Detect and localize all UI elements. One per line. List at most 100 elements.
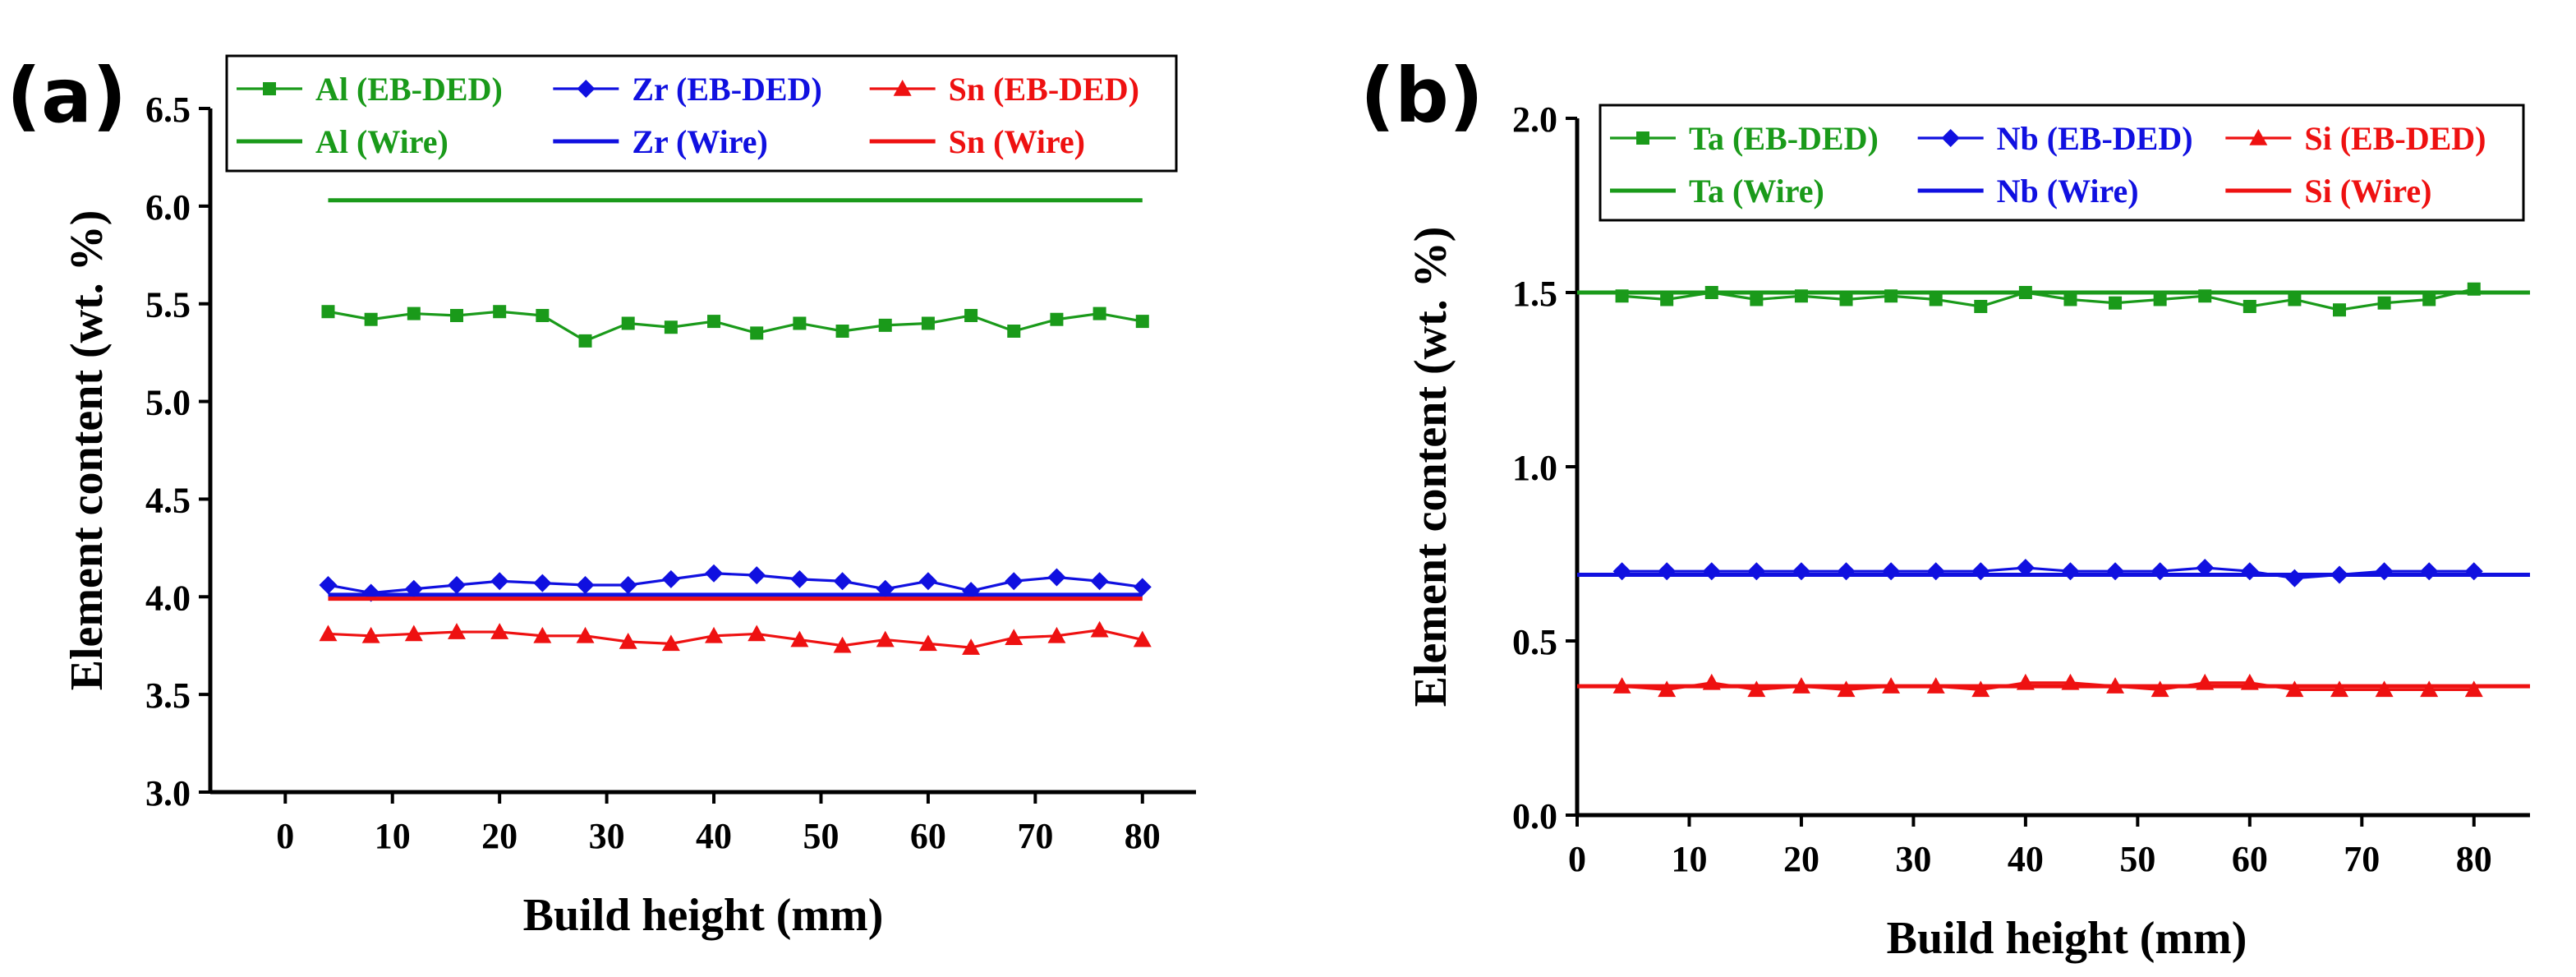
- data-point: [319, 624, 338, 642]
- legend-swatch-marker: [263, 82, 276, 95]
- data-point: [661, 634, 680, 652]
- data-point: [1133, 630, 1152, 647]
- legend-item: Al (Wire): [237, 123, 448, 160]
- data-point: [790, 630, 809, 647]
- data-point: [1971, 562, 1990, 581]
- data-point: [404, 624, 423, 642]
- y-tick-label: 0.0: [1512, 796, 1557, 836]
- y-axis-title: Element content (wt. %): [1405, 227, 1456, 707]
- series-line: [328, 310, 1143, 343]
- legend-item: Zr (EB-DED): [553, 71, 822, 108]
- x-tick-label: 0: [1568, 839, 1586, 879]
- data-point: [962, 638, 981, 655]
- x-tick-label: 70: [1017, 816, 1053, 856]
- data-point: [2333, 303, 2346, 317]
- y-tick-label: 3.5: [145, 675, 191, 716]
- data-point: [2109, 296, 2123, 310]
- panel-a: (a) 3.0 3.5 4.0 4.5 5.0 5.5 6.0 6.5 0 10 20 30 40 50 60…: [7, 52, 1196, 941]
- data-point: [835, 324, 849, 338]
- data-point: [578, 334, 592, 348]
- x-tick-label: 10: [375, 816, 411, 856]
- data-point: [793, 316, 807, 330]
- y-tick-label: 6.0: [145, 187, 191, 228]
- data-point: [619, 632, 637, 649]
- data-point: [533, 626, 552, 643]
- legend-item: Al (EB-DED): [237, 71, 503, 108]
- legend-label: Nb (Wire): [1997, 173, 2139, 210]
- x-tick-label: 60: [2232, 839, 2268, 879]
- legend-swatch-marker: [893, 80, 912, 96]
- data-point: [361, 626, 380, 643]
- data-point: [661, 569, 680, 588]
- data-point: [1837, 680, 1856, 698]
- legend-label: Al (EB-DED): [315, 71, 503, 108]
- legend-item: Zr (Wire): [553, 123, 768, 160]
- data-point: [1971, 680, 1990, 698]
- data-point: [1747, 562, 1766, 581]
- x-tick-label: 40: [2008, 839, 2044, 879]
- data-point: [536, 308, 550, 322]
- data-point: [705, 626, 724, 643]
- data-point: [364, 312, 378, 326]
- data-point: [876, 630, 895, 647]
- x-tick-label: 40: [696, 816, 732, 856]
- data-point: [748, 566, 766, 585]
- legend-item: Sn (Wire): [869, 123, 1085, 160]
- legend-label: Si (EB-DED): [2304, 120, 2486, 157]
- data-point: [1007, 324, 1021, 338]
- series-line: [1622, 288, 2475, 311]
- data-point: [1658, 680, 1677, 698]
- data-point: [878, 318, 892, 332]
- data-point: [493, 305, 507, 319]
- data-point: [1882, 562, 1901, 581]
- data-point: [705, 564, 724, 583]
- x-tick-label: 50: [2119, 839, 2155, 879]
- data-point: [1047, 626, 1066, 643]
- x-tick-label: 70: [2344, 839, 2380, 879]
- data-point: [490, 572, 509, 591]
- legend-label: Si (Wire): [2304, 173, 2431, 210]
- data-point: [1658, 562, 1677, 581]
- data-point: [1660, 293, 1674, 306]
- legend-swatch-marker: [2249, 129, 2268, 145]
- data-point: [2377, 296, 2391, 310]
- panel-label: (a): [7, 52, 126, 140]
- y-tick-label: 1.0: [1512, 448, 1557, 488]
- data-point: [1133, 578, 1152, 597]
- data-point: [321, 305, 335, 319]
- data-point: [1005, 629, 1024, 646]
- data-point: [1750, 293, 1764, 306]
- data-point: [1135, 315, 1149, 329]
- data-point: [448, 576, 466, 595]
- legend-label: Zr (EB-DED): [632, 71, 821, 108]
- data-point: [1090, 572, 1109, 591]
- data-point: [450, 308, 463, 322]
- legend-item: Sn (EB-DED): [869, 71, 1139, 108]
- series-ta-eb-ded: [1615, 282, 2481, 317]
- data-point: [1050, 312, 1064, 326]
- legend-label: Sn (Wire): [949, 123, 1085, 160]
- legend-label: Zr (Wire): [632, 123, 768, 160]
- legend: Ta (EB-DED) Nb (EB-DED) Si (EB-DED) Ta (Wir…: [1598, 104, 2525, 222]
- data-point: [2420, 562, 2439, 581]
- y-tick-label: 2.0: [1512, 99, 1557, 140]
- y-tick-label: 5.5: [145, 285, 191, 325]
- y-tick-label: 1.5: [1512, 274, 1557, 314]
- legend-item: Ta (EB-DED): [1610, 120, 1879, 157]
- data-point: [2150, 680, 2169, 698]
- legend-swatch-marker: [577, 80, 596, 98]
- data-point: [2285, 569, 2304, 588]
- x-tick-label: 80: [1125, 816, 1161, 856]
- series-al-eb-ded: [321, 305, 1149, 348]
- legend-label: Ta (Wire): [1689, 173, 1824, 210]
- data-point: [2063, 293, 2077, 306]
- data-point: [2016, 558, 2035, 577]
- data-point: [2106, 562, 2125, 581]
- data-point: [1926, 562, 1945, 581]
- panel-b: (b) 0.0 0.5 1.0 1.5 2.0 0 10 20 30 40 50 60 70 80 Build…: [1360, 52, 2530, 964]
- y-tick-label: 4.0: [145, 578, 191, 618]
- data-point: [1005, 572, 1024, 591]
- data-point: [1792, 562, 1810, 581]
- data-point: [1702, 562, 1721, 581]
- x-axis-title: Build height (mm): [1887, 913, 2247, 964]
